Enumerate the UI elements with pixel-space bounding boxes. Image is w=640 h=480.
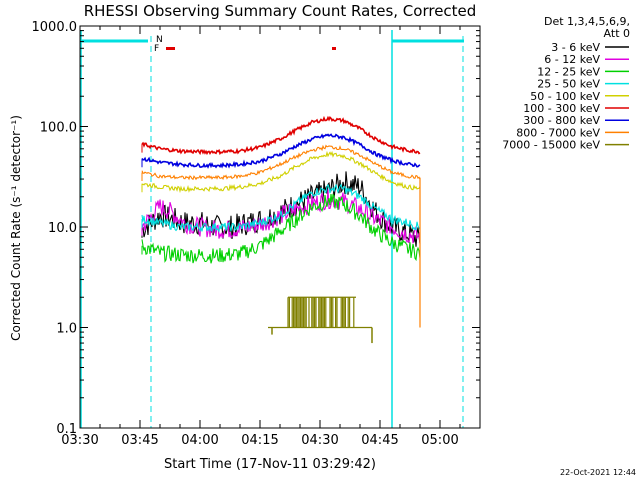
y-tick-label: 0.1 [56, 422, 77, 437]
flare-flag-bar [332, 47, 336, 50]
legend-label: 300 - 800 keV [523, 114, 600, 127]
series-line-7000-15000-kev [268, 296, 372, 329]
legend-label: 3 - 6 keV [551, 41, 600, 54]
x-tick-label: 04:00 [181, 433, 218, 448]
x-tick-label: 04:45 [361, 433, 398, 448]
y-tick-label: 1.0 [56, 322, 77, 337]
legend-label: 6 - 12 keV [544, 53, 600, 66]
chart-title: RHESSI Observing Summary Count Rates, Co… [84, 2, 477, 20]
legend-label: 7000 - 15000 keV [502, 139, 600, 152]
x-tick-label: 03:45 [121, 433, 158, 448]
legend-label: 800 - 7000 keV [516, 126, 600, 139]
legend-label: 25 - 50 keV [537, 78, 600, 91]
legend-header: Det 1,3,4,5,6,9, [544, 15, 630, 28]
legend-label: 50 - 100 keV [530, 90, 600, 103]
legend-label: 100 - 300 keV [523, 102, 600, 115]
legend-header: Att 0 [604, 27, 630, 40]
flare-flag-label: F [154, 44, 159, 54]
x-tick-label: 04:30 [301, 433, 338, 448]
y-tick-label: 100.0 [40, 121, 77, 136]
series-line-12-25-kev [141, 193, 421, 264]
y-axis-label: Corrected Count Rate (s⁻¹ detector⁻¹) [9, 115, 23, 341]
series-line-50-100-kev [141, 150, 421, 194]
series-line-800-7000-kev [141, 144, 421, 181]
y-tick-label: 10.0 [48, 221, 77, 236]
flare-flag-bar [166, 47, 175, 50]
footer-date: 22-Oct-2021 12:44 [560, 468, 636, 477]
series-line-100-300-kev [141, 115, 421, 156]
x-tick-label: 04:15 [241, 433, 278, 448]
y-tick-label: 1000.0 [32, 20, 78, 35]
series-line-25-50-kev [141, 183, 421, 233]
series-line-300-800-kev [141, 133, 421, 169]
x-tick-label: 05:00 [421, 433, 458, 448]
x-axis-label: Start Time (17-Nov-11 03:29:42) [164, 457, 376, 472]
x-tick-label: 03:30 [61, 433, 98, 448]
axes: 0.1 1.0 10.0 100.0 1000.0 03:30 03:45 04:00 04:1… [32, 20, 481, 448]
legend-label: 12 - 25 keV [537, 65, 600, 78]
night-flag-label: N [156, 35, 163, 45]
